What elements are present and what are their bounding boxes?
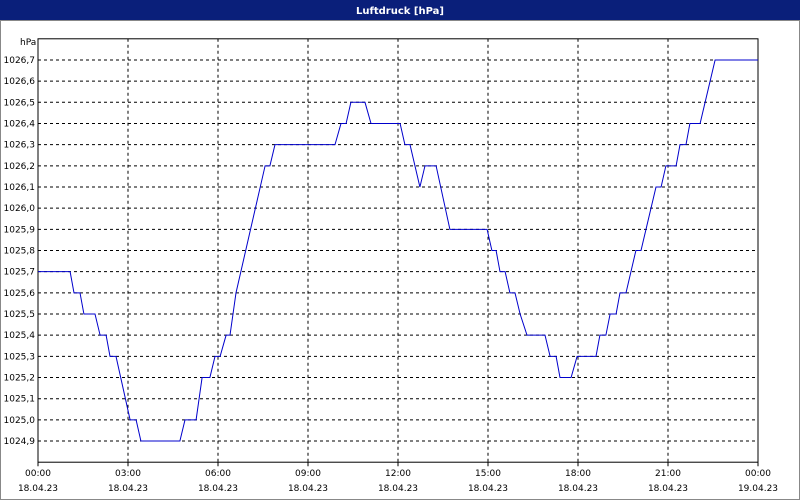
y-tick-label: 1025,1 [4,395,36,405]
y-tick-label: 1026,4 [4,119,36,129]
y-tick-label: 1024,9 [4,437,36,447]
y-tick-label: 1025,6 [4,289,36,299]
chart-title: Luftdruck [hPa] [356,6,444,17]
x-tick-label: 12:00 [385,469,411,479]
x-tick-label: 06:00 [205,469,231,479]
title-bar [0,0,800,20]
y-tick-label: 1025,5 [4,310,36,320]
y-tick-label: 1026,1 [4,183,36,193]
x-tick-date: 19.04.23 [738,484,778,494]
x-tick-label: 00:00 [745,469,771,479]
y-tick-label: 1026,3 [4,141,36,151]
y-tick-label: 1026,6 [4,77,36,87]
x-tick-date: 18.04.23 [378,484,418,494]
y-tick-label: 1025,9 [4,225,36,235]
y-tick-label: 1026,7 [4,56,36,66]
y-unit: hPa [20,38,36,48]
x-tick-date: 18.04.23 [648,484,688,494]
line-series [38,59,758,442]
y-tick-label: 1025,2 [4,374,36,384]
y-tick-label: 1026,5 [4,98,36,108]
y-tick-label: 1025,8 [4,247,36,257]
x-tick-label: 00:00 [25,469,51,479]
x-tick-label: 09:00 [295,469,321,479]
y-tick-label: 1025,4 [4,331,36,341]
x-tick-date: 18.04.23 [198,484,238,494]
y-tick-label: 1025,7 [4,268,36,278]
x-tick-date: 18.04.23 [18,484,58,494]
y-tick-label: 1026,2 [4,162,36,172]
x-tick-label: 03:00 [115,469,141,479]
x-tick-label: 15:00 [475,469,501,479]
y-tick-label: 1025,3 [4,352,36,362]
y-tick-label: 1026,0 [4,204,36,214]
x-tick-date: 18.04.23 [288,484,328,494]
x-tick-date: 18.04.23 [558,484,598,494]
x-tick-label: 21:00 [655,469,681,479]
y-tick-label: 1025,0 [4,416,36,426]
x-tick-date: 18.04.23 [468,484,508,494]
x-tick-date: 18.04.23 [108,484,148,494]
x-tick-label: 18:00 [565,469,591,479]
